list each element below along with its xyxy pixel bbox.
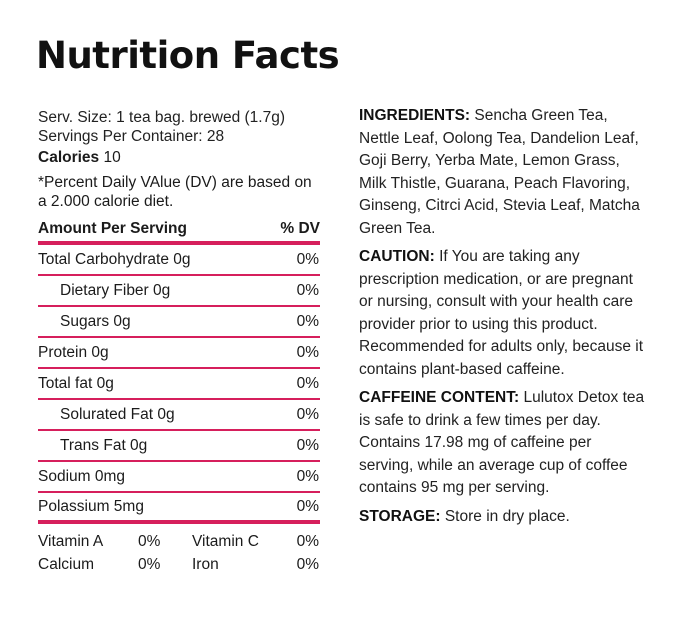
table-row: Protein 0g 0% — [38, 338, 320, 369]
caution-section: CAUTION: If You are taking any prescript… — [359, 246, 649, 336]
vitamin-row: Vitamin A 0% Vitamin C 0% — [38, 530, 320, 553]
table-row: Sugars 0g 0% — [38, 307, 320, 338]
calories-value: 10 — [103, 149, 121, 166]
ingredients-text: Sencha Green Tea, Nettle Leaf, Oolong Te… — [359, 107, 640, 237]
vitamins-section: Vitamin A 0% Vitamin C 0% Calcium 0% Iro… — [38, 530, 320, 576]
nutrient-dv: 0% — [296, 343, 319, 361]
nutrient-dv: 0% — [296, 312, 319, 330]
vitamin-label: Calcium — [38, 555, 94, 573]
nutrient-dv: 0% — [296, 467, 319, 485]
vitamin-row: Calcium 0% Iron 0% — [38, 553, 320, 576]
nutrient-label: Sodium 0mg — [38, 467, 126, 485]
nutrient-label: Sugars 0g — [60, 312, 131, 330]
vitamin-label: Iron — [192, 555, 219, 573]
nutrient-dv: 0% — [296, 374, 319, 392]
caution-label: CAUTION: — [359, 248, 435, 265]
amount-per-serving-label: Amount Per Serving — [38, 220, 187, 237]
storage-section: STORAGE: Store in dry place. — [359, 506, 649, 529]
nutrient-label: Dietary Fiber 0g — [60, 281, 171, 299]
nutrient-dv: 0% — [296, 497, 319, 515]
table-row: Polassium 5mg 0% — [38, 493, 320, 524]
nutrient-dv: 0% — [296, 281, 319, 299]
table-row: Sodium 0mg 0% — [38, 462, 320, 493]
calories-label: Calories — [38, 149, 100, 166]
vitamin-dv: 0% — [138, 532, 161, 550]
ingredients-section: INGREDIENTS: Sencha Green Tea, Nettle Le… — [359, 105, 649, 240]
vitamin-dv: 0% — [296, 532, 319, 550]
table-row: Trans Fat 0g 0% — [38, 431, 320, 462]
storage-text: Store in dry place. — [444, 507, 570, 525]
nutrient-label: Protein 0g — [38, 343, 109, 361]
caffeine-section: CAFFEINE CONTENT: Lulutox Detox tea is s… — [359, 387, 649, 500]
table-row: Total Carbohydrate 0g 0% — [38, 245, 320, 276]
servings-per-container: Servings Per Container: 28 — [38, 128, 225, 145]
nutrient-dv: 0% — [296, 436, 319, 454]
nutrient-label: Trans Fat 0g — [60, 436, 148, 454]
caution-text: If You are taking any prescription medic… — [359, 248, 633, 333]
page-title: Nutrition Facts — [36, 34, 340, 77]
storage-label: STORAGE: — [359, 507, 441, 525]
serving-size: Serv. Size: 1 tea bag. brewed (1.7g) — [38, 109, 285, 126]
table-row: Total fat 0g 0% — [38, 369, 320, 400]
caffeine-text: Lulutox Detox tea is safe to drink a few… — [359, 389, 645, 496]
nutrient-label: Total fat 0g — [38, 374, 114, 392]
vitamin-dv: 0% — [138, 555, 161, 573]
ingredients-label: INGREDIENTS: — [359, 107, 471, 124]
nutrient-dv: 0% — [296, 405, 319, 423]
daily-value-note: *Percent Daily VAlue (DV) are based on a… — [38, 174, 312, 210]
vitamin-dv: 0% — [296, 555, 319, 573]
nutrient-label: Polassium 5mg — [38, 497, 144, 515]
table-row: Dietary Fiber 0g 0% — [38, 276, 320, 307]
dv-header-label: % DV — [280, 220, 320, 237]
table-header: Amount Per Serving % DV — [38, 220, 320, 245]
nutrient-dv: 0% — [296, 250, 319, 268]
info-column: INGREDIENTS: Sencha Green Tea, Nettle Le… — [359, 105, 649, 534]
table-row: Solurated Fat 0g 0% — [38, 400, 320, 431]
nutrient-label: Total Carbohydrate 0g — [38, 250, 191, 268]
vitamin-label: Vitamin A — [38, 532, 104, 550]
caution-recommendation: Recommended for adults only, because it … — [359, 338, 644, 378]
calories-line: Calories 10 — [38, 148, 320, 167]
nutrition-panel: Serv. Size: 1 tea bag. brewed (1.7g) Ser… — [38, 108, 320, 576]
caffeine-label: CAFFEINE CONTENT: — [359, 389, 520, 406]
nutrient-label: Solurated Fat 0g — [60, 405, 175, 423]
vitamin-label: Vitamin C — [192, 532, 259, 550]
